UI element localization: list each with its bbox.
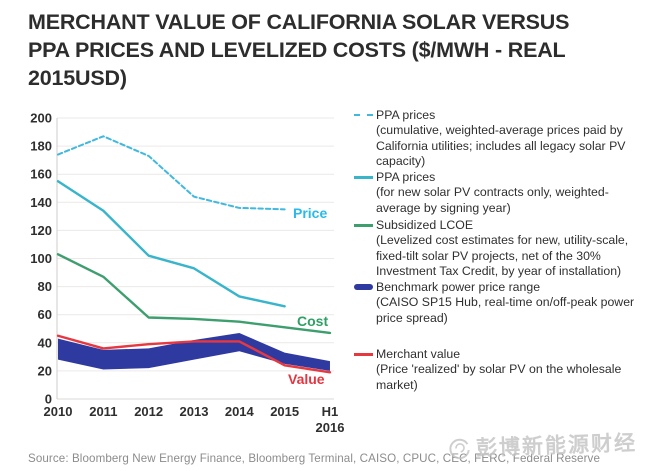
band-swatch-icon — [354, 284, 373, 290]
solid-line-swatch-icon — [354, 224, 373, 227]
y-axis-tick-label: 140 — [30, 195, 52, 210]
legend-item-desc: (cumulative, weighted-average prices pai… — [376, 123, 626, 168]
legend-item-name: Benchmark power price range — [376, 280, 541, 294]
chart-canvas: 0 20 40 60 80 100 120 140 160 180 200 2010 2011 2012 2… — [30, 111, 345, 436]
y-axis-tick-label: 200 — [30, 111, 52, 126]
legend-item-desc: (CAISO SP15 Hub, real-time on/off-peak p… — [376, 295, 635, 325]
solid-line-swatch-icon — [354, 353, 373, 356]
x-axis-tick-label: 2013 — [180, 404, 209, 419]
y-axis-tick-label: 160 — [30, 167, 52, 182]
solid-line-swatch-icon — [354, 176, 373, 179]
legend-item-benchmark-range: Benchmark power price range (CAISO SP15 … — [353, 280, 650, 326]
value-line-label: Value — [288, 371, 325, 387]
bnef-watermark-text: 彭博新能源财经 — [475, 431, 638, 461]
x-axis-tick-label: 2014 — [225, 404, 255, 419]
legend-item-desc: (Price 'realized' by solar PV on the who… — [376, 362, 622, 392]
bnef-watermark: 彭博新能源财经 — [447, 427, 638, 464]
y-axis-tick-label: 20 — [38, 363, 52, 378]
y-axis-tick-label: 40 — [38, 335, 52, 350]
legend-item-name: PPA prices — [376, 170, 436, 184]
source-note: Source: Bloomberg New Energy Finance, Bl… — [28, 452, 600, 465]
chart-title-line: MERCHANT VALUE OF CALIFORNIA SOLAR VERSU… — [28, 10, 570, 34]
series-line — [57, 135, 286, 211]
x-axis-tick-label: 2010 — [44, 404, 73, 419]
x-axis-tick-label: 2011 — [89, 404, 117, 419]
x-axis-tick-label: H1 — [322, 404, 339, 419]
legend: PPA prices (cumulative, weighted-average… — [353, 105, 650, 435]
x-axis-tick-label: 2015 — [270, 404, 299, 419]
bnef-watermark-logo-icon — [449, 438, 470, 460]
y-axis-tick-label: 100 — [30, 251, 52, 266]
cost-line-label: Cost — [297, 313, 329, 329]
price-line-label: Price — [293, 205, 328, 221]
y-axis-tick-label: 120 — [30, 223, 52, 238]
y-axis-tick-label: 80 — [38, 279, 52, 294]
legend-item-desc: (for new solar PV contracts only, weight… — [376, 185, 609, 215]
legend-item-ppa-new: PPA prices (for new solar PV contracts o… — [353, 170, 650, 216]
legend-item-lcoe: Subsidized LCOE (Levelized cost estimate… — [353, 218, 650, 279]
chart-title-line: 2015USD) — [28, 66, 127, 90]
legend-item-desc: (Levelized cost estimates for new, utili… — [376, 233, 629, 278]
chart-title: MERCHANT VALUE OF CALIFORNIA SOLAR VERSU… — [28, 8, 648, 92]
legend-item-merchant-value: Merchant value (Price 'realized' by sola… — [353, 347, 650, 393]
series-line — [56, 253, 332, 335]
y-axis-tick-label: 60 — [38, 307, 52, 322]
x-axis-tick-label: 2012 — [134, 404, 163, 419]
y-axis-tick-label: 0 — [45, 392, 52, 407]
y-axis-tick-label: 180 — [30, 139, 52, 154]
dashed-line-swatch-icon — [354, 114, 373, 116]
series-line — [56, 180, 286, 308]
chart-title-line: PPA PRICES AND LEVELIZED COSTS ($/MWH - … — [28, 38, 566, 62]
legend-item-ppa-cumulative: PPA prices (cumulative, weighted-average… — [353, 108, 650, 169]
x-axis-tick-label: 2016 — [316, 420, 345, 435]
benchmark-price-band — [58, 332, 330, 371]
series-line — [56, 334, 332, 374]
legend-item-name: Merchant value — [376, 347, 461, 361]
legend-item-name: PPA prices — [376, 108, 436, 122]
legend-item-name: Subsidized LCOE — [376, 218, 474, 232]
